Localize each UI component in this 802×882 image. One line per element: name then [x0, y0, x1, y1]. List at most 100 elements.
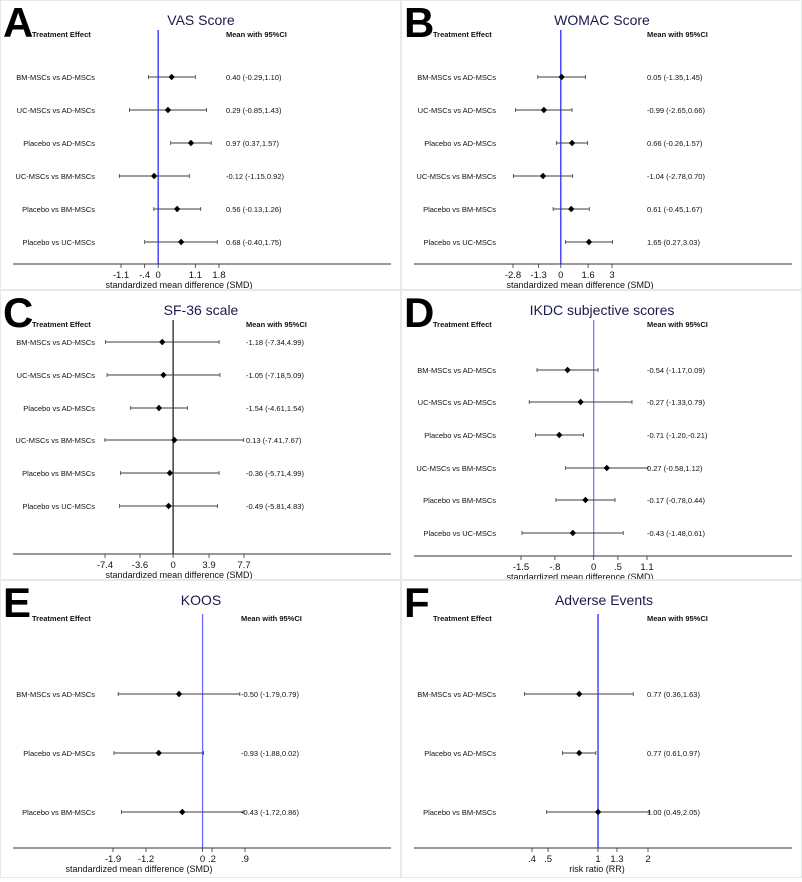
tick-label: -1.2 [138, 854, 154, 865]
panel-c: C SF-36 scale Treatment Effect Mean with 95… [0, 289, 401, 580]
row-label: Placebo vs BM-MSCs [423, 496, 496, 505]
estimate-text: -0.54 (-1.17,0.09) [647, 366, 705, 375]
row-label: BM-MSCs vs AD-MSCs [16, 338, 95, 347]
forest-row: Placebo vs AD-MSCs -0.71 (-1.20,-0.21) [424, 431, 708, 440]
forest-row: BM-MSCs vs AD-MSCs 0.05 (-1.35,1.45) [417, 73, 703, 82]
tick-label: 0 [558, 270, 563, 281]
point-estimate [159, 338, 166, 346]
row-label: BM-MSCs vs AD-MSCs [417, 366, 496, 375]
forest-row: Placebo vs AD-MSCs 0.97 (0.37,1.57) [23, 139, 279, 148]
panel-letter: E [3, 581, 31, 626]
point-estimate [150, 172, 158, 180]
row-label: UC-MSCs vs BM-MSCs [416, 464, 496, 473]
row-label: BM-MSCs vs AD-MSCs [16, 690, 95, 699]
tick-label: 3 [609, 270, 614, 281]
row-label: UC-MSCs vs BM-MSCs [416, 172, 496, 181]
column-header-treatment: Treatment Effect [433, 320, 492, 329]
chart-title: KOOS [181, 592, 221, 608]
point-estimate [173, 205, 181, 213]
estimate-text: 0.77 (0.36,1.63) [647, 690, 700, 699]
x-axis-label: standardized mean difference (SMD) [66, 864, 213, 874]
row-label: Placebo vs BM-MSCs [22, 808, 95, 817]
forest-plot: D IKDC subjective scores Treatment Effect M… [404, 289, 792, 582]
x-axis-label: standardized mean difference (SMD) [106, 280, 253, 289]
tick-label: .2 [208, 854, 216, 865]
column-header-treatment: Treatment Effect [433, 30, 492, 39]
point-estimate [582, 496, 589, 504]
forest-row: Placebo vs AD-MSCs -0.93 (-1.88,0.02) [23, 749, 299, 758]
forest-row: Placebo vs AD-MSCs 0.66 (-0.26,1.57) [424, 139, 703, 148]
point-estimate [177, 238, 185, 246]
panel-letter: C [3, 291, 33, 336]
point-estimate [539, 172, 547, 180]
point-estimate [576, 749, 583, 757]
row-label: Placebo vs UC-MSCs [423, 238, 496, 247]
estimate-text: -1.18 (-7.34,4.99) [246, 338, 304, 347]
tick-label: 0 [200, 854, 205, 865]
tick-label: -1.1 [113, 270, 129, 281]
forest-row: Placebo vs BM-MSCs -0.17 (-0.78,0.44) [423, 496, 705, 505]
forest-row: Placebo vs BM-MSCs -0.36 (-5.71,4.99) [22, 469, 304, 478]
estimate-text: 0.61 (-0.45,1.67) [647, 205, 703, 214]
tick-label: 0 [591, 562, 596, 573]
tick-label: .5 [614, 562, 622, 573]
estimate-text: 1.65 (0.27,3.03) [647, 238, 700, 247]
forest-plot: E KOOS Treatment Effect Mean with 95%CI BM-M… [3, 579, 391, 874]
estimate-text: -0.71 (-1.20,-0.21) [647, 431, 708, 440]
point-estimate [166, 469, 174, 477]
forest-row: UC-MSCs vs AD-MSCs -0.99 (-2.65,0.66) [418, 106, 706, 115]
forest-row: UC-MSCs vs AD-MSCs -0.27 (-1.33,0.79) [418, 398, 706, 407]
chart-title: IKDC subjective scores [530, 302, 675, 318]
forest-row: BM-MSCs vs AD-MSCs -0.54 (-1.17,0.09) [417, 366, 705, 375]
point-estimate [576, 690, 583, 698]
column-header-ci: Mean with 95%CI [241, 614, 302, 623]
estimate-text: -0.43 (-1.72,0.86) [241, 808, 299, 817]
column-header-ci: Mean with 95%CI [647, 30, 708, 39]
forest-plot: C SF-36 scale Treatment Effect Mean with 95… [3, 289, 391, 580]
tick-label: -7.4 [97, 560, 113, 571]
tick-label: .4 [528, 854, 536, 865]
column-header-ci: Mean with 95%CI [647, 320, 708, 329]
row-label: UC-MSCs vs AD-MSCs [418, 106, 497, 115]
forest-plot: F Adverse Events Treatment Effect Mean with… [404, 579, 792, 874]
tick-label: -.4 [139, 270, 150, 281]
estimate-text: 0.77 (0.61,0.97) [647, 749, 700, 758]
point-estimate [569, 529, 577, 537]
point-estimate [160, 371, 167, 379]
point-estimate [568, 205, 575, 213]
tick-label: 1.8 [212, 270, 225, 281]
forest-row: Placebo vs AD-MSCs 0.77 (0.61,0.97) [424, 749, 700, 758]
estimate-text: 0.29 (-0.85,1.43) [226, 106, 282, 115]
estimate-text: -0.27 (-1.33,0.79) [647, 398, 705, 407]
row-label: UC-MSCs vs AD-MSCs [418, 398, 497, 407]
point-estimate [556, 431, 563, 439]
estimate-text: 0.13 (-7.41,7.67) [246, 436, 302, 445]
forest-row: BM-MSCs vs AD-MSCs 0.77 (0.36,1.63) [417, 690, 700, 699]
estimate-text: -0.12 (-1.15,0.92) [226, 172, 284, 181]
panel-e: E KOOS Treatment Effect Mean with 95%CI BM-M… [0, 579, 401, 878]
panel-letter: A [3, 1, 33, 46]
forest-row: UC-MSCs vs AD-MSCs -1.05 (-7.18,5.09) [17, 371, 305, 380]
column-header-ci: Mean with 95%CI [647, 614, 708, 623]
estimate-text: -0.93 (-1.88,0.02) [241, 749, 299, 758]
forest-row: Placebo vs UC-MSCs 1.65 (0.27,3.03) [423, 238, 700, 247]
panel-a: A VAS Score Treatment Effect Mean with 95%C… [0, 0, 401, 290]
row-label: Placebo vs AD-MSCs [23, 139, 95, 148]
panel-letter: D [404, 291, 434, 336]
point-estimate [577, 398, 584, 406]
tick-label: 3.9 [202, 560, 215, 571]
chart-title: VAS Score [167, 12, 235, 28]
tick-label: .5 [544, 854, 552, 865]
estimate-text: -1.54 (-4.61,1.54) [246, 404, 304, 413]
row-label: Placebo vs UC-MSCs [22, 502, 95, 511]
estimate-text: 0.66 (-0.26,1.57) [647, 139, 703, 148]
tick-label: 0 [170, 560, 175, 571]
tick-label: -1.9 [105, 854, 121, 865]
chart-title: WOMAC Score [554, 12, 650, 28]
row-label: UC-MSCs vs BM-MSCs [15, 172, 95, 181]
estimate-text: -0.43 (-1.48,0.61) [647, 529, 705, 538]
row-label: Placebo vs BM-MSCs [22, 205, 95, 214]
forest-row: BM-MSCs vs AD-MSCs -1.18 (-7.34,4.99) [16, 338, 304, 347]
tick-label: -3.6 [132, 560, 148, 571]
tick-label: 1.6 [581, 270, 594, 281]
